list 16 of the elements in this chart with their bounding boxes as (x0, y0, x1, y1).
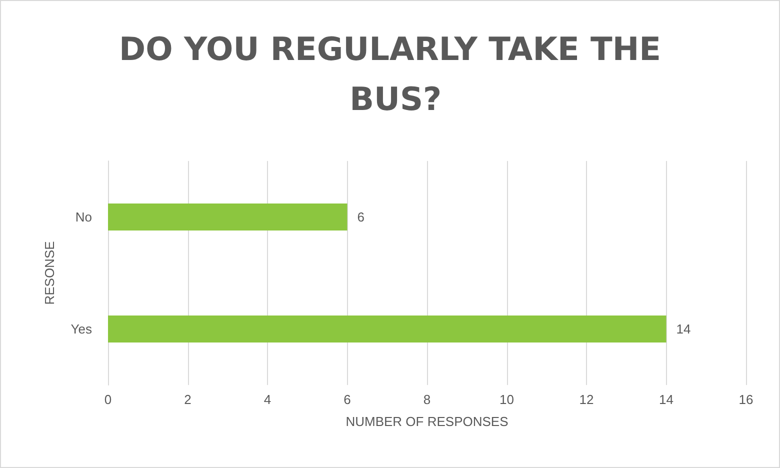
x-tick-label: 0 (104, 392, 112, 407)
x-tick-label: 4 (264, 392, 272, 407)
x-tick-label: 6 (344, 392, 351, 407)
data-label: 14 (676, 322, 691, 336)
x-tick-label: 14 (659, 392, 674, 407)
x-tick-label: 2 (184, 392, 192, 407)
x-axis-title: NUMBER OF RESPONSES (346, 414, 509, 429)
x-tick-label: 10 (500, 392, 514, 407)
x-tick-label: 8 (423, 392, 431, 407)
data-label: 6 (357, 210, 364, 224)
x-tick-label: 12 (579, 392, 594, 407)
y-tick-label: Yes (70, 322, 92, 336)
x-tick-label: 16 (738, 392, 754, 407)
y-axis-title: RESONSE (42, 240, 57, 305)
y-tick-label: No (75, 210, 92, 224)
chart-title: DO YOU REGULARLY TAKE THE BUS? (119, 30, 661, 118)
